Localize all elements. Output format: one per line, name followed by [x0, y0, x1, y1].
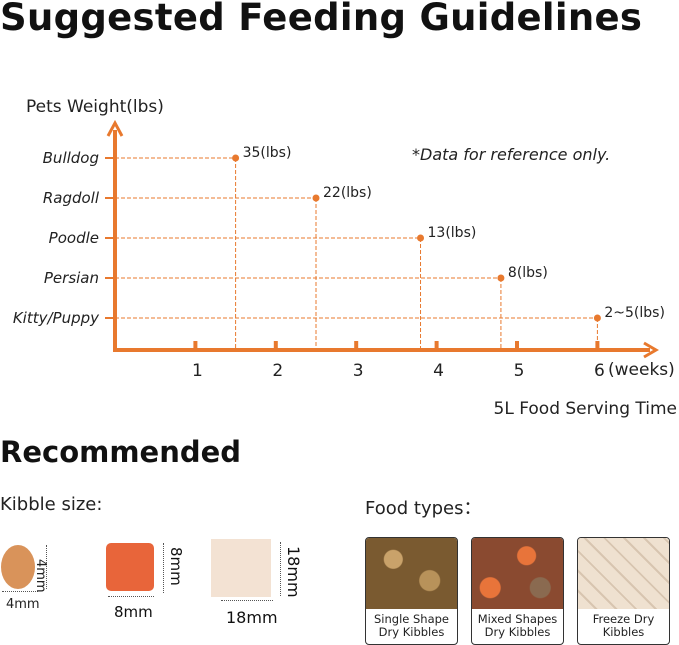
page-title: Suggested Feeding Guidelines: [0, 0, 643, 39]
x-unit: (weeks): [608, 360, 675, 380]
data-label: 8(lbs): [508, 265, 548, 281]
food-type-line2: Kibbles: [602, 625, 645, 639]
x-tick: [354, 341, 359, 350]
y-axis-label: Pets Weight(lbs): [26, 97, 164, 117]
food-type-line2: Dry Kibbles: [484, 625, 551, 639]
kibble-width: 4mm: [6, 597, 40, 612]
y-axis-arrow: [106, 119, 124, 137]
food-type-card: Mixed Shapes Dry Kibbles: [471, 537, 564, 645]
dimension-line: [163, 543, 164, 593]
feeding-chart: Pets Weight(lbs) 5L Food Serving Time *D…: [13, 97, 677, 419]
y-tick-label: Bulldog: [43, 149, 99, 167]
kibble-18mm-image: [211, 539, 271, 597]
data-label: 13(lbs): [428, 225, 477, 241]
x-axis-arrow: [643, 341, 659, 359]
kibble-width: 18mm: [226, 608, 278, 627]
data-label: 35(lbs): [243, 145, 292, 161]
food-type-line2: Dry Kibbles: [378, 625, 445, 639]
food-type-card: Single Shape Dry Kibbles: [365, 537, 458, 645]
x-tick: [193, 341, 198, 350]
x-tick-label: 3: [353, 361, 364, 381]
data-point: [497, 274, 505, 282]
dimension-line: [280, 542, 281, 596]
x-tick: [273, 341, 278, 350]
data-label: 2~5(lbs): [604, 305, 665, 321]
y-tick-label: Kitty/Puppy: [13, 309, 100, 327]
annotation: *Data for reference only.: [412, 145, 610, 164]
data-label: 22(lbs): [323, 185, 372, 201]
x-tick-label: 5: [514, 361, 525, 381]
kibble-height: 18mm: [284, 546, 303, 598]
data-point: [312, 194, 320, 202]
dimension-line: [2, 591, 38, 592]
y-tick-label: Ragdoll: [43, 189, 100, 207]
y-tick-label: Poodle: [49, 229, 99, 247]
data-point: [232, 154, 240, 162]
kibble-height: 8mm: [167, 547, 185, 586]
kibble-size-label: Kibble size:: [0, 494, 103, 515]
food-types-label: Food types：: [365, 498, 482, 519]
mixed-shapes-kibbles-image: [472, 538, 563, 609]
recommended-heading: Recommended: [0, 435, 242, 469]
food-type-line1: Freeze Dry: [592, 612, 655, 626]
x-tick-label: 1: [192, 361, 203, 381]
kibble-width: 8mm: [114, 603, 153, 621]
x-tick-label: 2: [272, 361, 283, 381]
x-axis-label: 5L Food Serving Time: [494, 399, 677, 419]
x-tick: [434, 341, 439, 350]
y-tick-label: Persian: [44, 269, 99, 287]
freeze-dry-kibbles-image: [578, 538, 669, 609]
food-type-line1: Single Shape: [373, 612, 450, 626]
dimension-line: [221, 600, 273, 601]
x-tick-label: 6: [594, 361, 605, 381]
single-shape-kibbles-image: [366, 538, 457, 609]
x-tick-label: 4: [433, 361, 444, 381]
kibble-8mm-image: [106, 543, 154, 591]
dimension-line: [46, 545, 47, 589]
data-point: [593, 314, 601, 322]
x-tick: [515, 341, 519, 350]
kibble-height: 4mm: [33, 559, 48, 593]
dimension-line: [108, 596, 154, 597]
food-type-line1: Mixed Shapes: [477, 612, 558, 626]
kibble-4mm-image: [1, 545, 35, 589]
data-point: [417, 234, 425, 242]
food-type-card: Freeze Dry Kibbles: [577, 537, 670, 645]
